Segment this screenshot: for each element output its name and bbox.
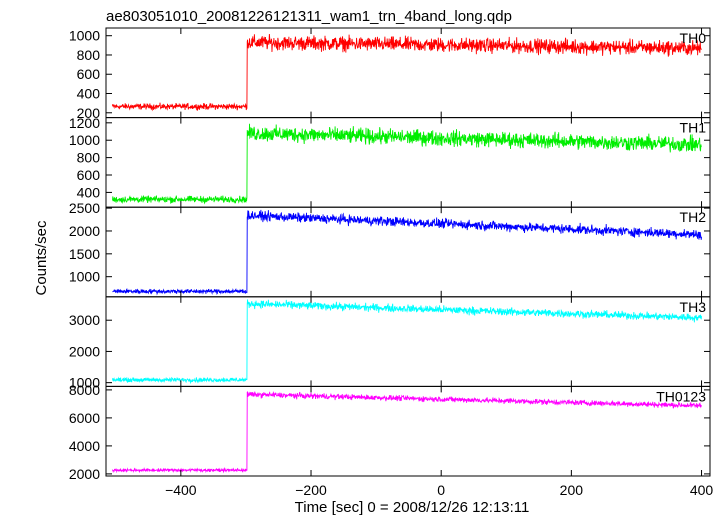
x-tick-label: 0 [437, 482, 445, 498]
panel-th2: 1000 1500 2000 2500 TH2 [69, 200, 711, 298]
panel-frame [105, 117, 711, 208]
y-tick-label: 8000 [69, 382, 100, 398]
y-tick-label: 1000 [69, 269, 100, 285]
y-tick-label: 200 [77, 105, 101, 121]
series-line-th0123 [112, 391, 702, 474]
series-line-th1 [112, 123, 702, 205]
y-tick-label: 1200 [69, 115, 100, 131]
x-tick-label: −400 [165, 482, 197, 498]
y-tick-label: 2500 [69, 200, 100, 216]
y-tick-label: 800 [77, 150, 101, 166]
y-tick-label: 1500 [69, 246, 100, 262]
panel-label: TH1 [680, 120, 707, 136]
panel-th0123: 2000 4000 6000 8000 TH0123 [69, 382, 711, 482]
y-tick-label: 400 [77, 184, 101, 200]
y-tick-label: 2000 [69, 223, 100, 239]
panel-th0: 200 400 600 800 1000 TH0 [69, 27, 711, 121]
y-tick-label: 600 [77, 66, 101, 82]
y-tick-label: 1000 [69, 132, 100, 148]
y-tick-label: 1000 [69, 375, 100, 391]
panel-label: TH2 [680, 209, 707, 225]
panel-label: TH0 [680, 30, 707, 46]
y-tick-label: 400 [77, 86, 101, 102]
series-line-th2 [112, 209, 702, 296]
y-tick-label: 2000 [69, 466, 100, 482]
y-tick-label: 600 [77, 167, 101, 183]
y-tick-label: 6000 [69, 410, 100, 426]
y-tick-label: 1000 [69, 28, 100, 44]
panel-label: TH0123 [656, 388, 706, 404]
y-tick-label: 800 [77, 47, 101, 63]
panel-frame [105, 296, 711, 387]
y-tick-label: 4000 [69, 438, 100, 454]
x-tick-label: 400 [690, 482, 714, 498]
panel-label: TH3 [680, 299, 707, 315]
series-line-th3 [112, 299, 702, 385]
panel-frame [105, 385, 711, 477]
x-tick-label: −200 [295, 482, 327, 498]
y-axis-label: Counts/sec [33, 220, 50, 296]
y-tick-label: 2000 [69, 343, 100, 359]
panel-th3: 1000 2000 3000 TH3 [69, 296, 711, 391]
x-axis-label: Time [sec] 0 = 2008/12/26 12:13:11 [295, 499, 530, 516]
x-tick-label: 200 [560, 482, 584, 498]
chart-title: ae803051010_20081226121311_wam1_trn_4ban… [106, 8, 512, 25]
y-tick-label: 3000 [69, 312, 100, 328]
series-line-th0 [112, 34, 702, 112]
x-axis: −400 −200 0 200 400 [165, 482, 713, 498]
